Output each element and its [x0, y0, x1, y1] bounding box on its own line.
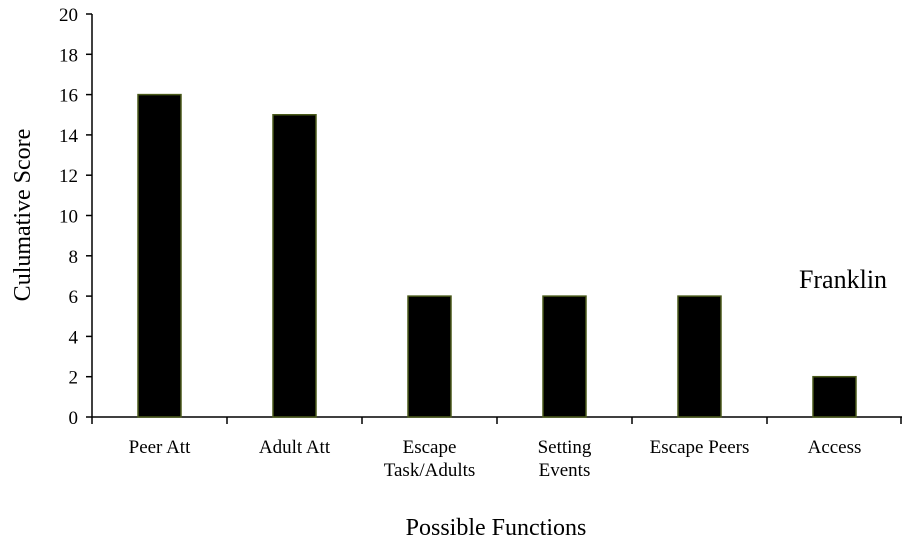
x-tick-labels: Peer Att Adult Att Escape Task/Adults Settin… — [129, 437, 862, 481]
y-tick-label: 0 — [69, 408, 79, 429]
chart-annotation: Franklin — [799, 265, 887, 294]
y-tick-label: 2 — [69, 368, 79, 389]
bar — [272, 114, 317, 418]
x-tick-label: Access — [808, 437, 862, 458]
y-tick-label: 10 — [59, 207, 78, 228]
x-tick-label: Setting Events — [538, 437, 592, 481]
y-tick-label: 14 — [59, 126, 79, 147]
y-tick-label: 4 — [69, 327, 79, 348]
bar — [137, 93, 182, 418]
x-tick-label: Peer Att — [129, 437, 191, 458]
bar — [812, 375, 857, 418]
y-axis-label: Culumative Score — [10, 129, 36, 302]
y-tick-label: 20 — [59, 5, 78, 26]
x-tick-label: Escape Peers — [650, 437, 750, 458]
bar — [407, 295, 452, 418]
x-axis-label: Possible Functions — [406, 515, 587, 541]
bars — [137, 93, 857, 418]
y-tick-label: 18 — [59, 45, 78, 66]
x-tick-label: Adult Att — [259, 437, 331, 458]
x-tick-label: Escape Task/Adults — [384, 437, 476, 481]
y-axis: 0 2 4 6 8 10 12 14 16 18 20 — [59, 5, 93, 429]
x-axis — [91, 416, 902, 424]
y-tick-label: 6 — [69, 287, 79, 308]
y-tick-label: 8 — [69, 247, 79, 268]
bar — [677, 295, 722, 418]
bar — [542, 295, 587, 418]
y-tick-label: 16 — [59, 86, 78, 107]
y-tick-label: 12 — [59, 166, 78, 187]
